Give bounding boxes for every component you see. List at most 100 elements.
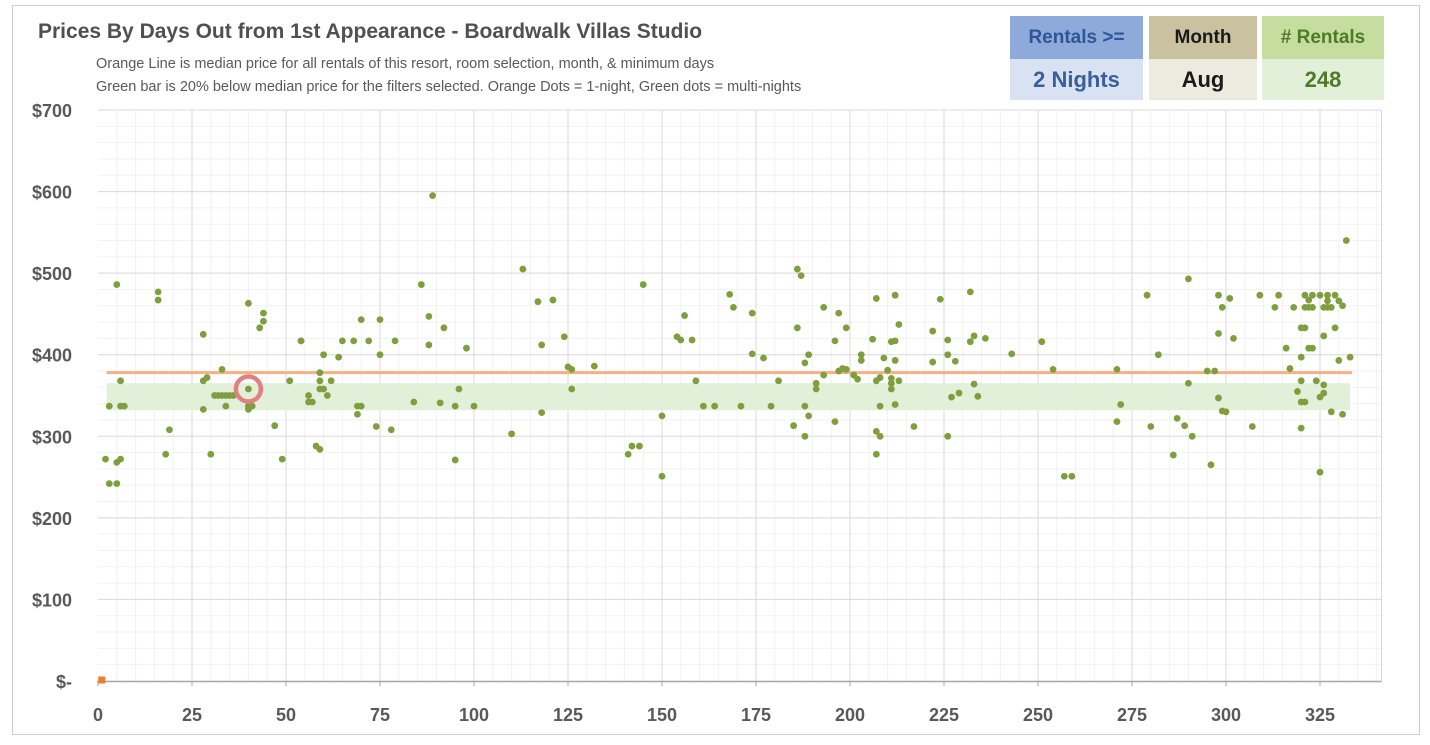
green-point — [376, 351, 384, 359]
green-point — [245, 299, 252, 307]
green-point — [1294, 388, 1301, 395]
x-tick-label: 75 — [370, 705, 390, 725]
green-point — [812, 379, 820, 387]
green-point — [797, 272, 805, 279]
green-point — [831, 337, 839, 345]
green-point — [1301, 398, 1309, 406]
green-point — [1218, 304, 1226, 311]
green-point — [316, 369, 324, 377]
green-point — [775, 377, 782, 385]
x-tick-label: 250 — [1023, 705, 1053, 725]
x-tick-label: 125 — [553, 705, 583, 725]
green-point — [730, 304, 737, 311]
month-filter-value[interactable]: Aug — [1149, 59, 1257, 100]
green-point — [681, 312, 688, 319]
green-point — [154, 296, 162, 304]
green-point — [1271, 304, 1279, 311]
green-point — [1286, 365, 1294, 372]
green-point — [316, 377, 324, 385]
green-point — [154, 288, 162, 296]
green-point — [1320, 381, 1328, 389]
green-point — [1215, 291, 1222, 299]
green-point — [357, 402, 365, 410]
green-point — [884, 366, 891, 374]
rentals-filter[interactable]: Rentals >= 2 Nights — [1010, 16, 1143, 100]
green-point — [538, 409, 546, 417]
x-tick-label: 150 — [647, 705, 677, 725]
green-point — [440, 324, 448, 332]
green-point — [1327, 304, 1335, 311]
x-tick-label: 325 — [1305, 705, 1335, 725]
green-point — [936, 295, 944, 303]
green-point — [835, 309, 843, 317]
green-point — [1297, 353, 1305, 361]
green-point — [451, 456, 459, 464]
green-point — [872, 295, 880, 302]
green-point — [692, 377, 700, 385]
x-tick-label: 275 — [1117, 705, 1147, 725]
x-tick-label: 225 — [929, 705, 959, 725]
green-point — [628, 442, 636, 450]
green-point — [1060, 472, 1068, 480]
green-point — [203, 374, 211, 381]
green-point — [316, 445, 324, 453]
green-point — [970, 332, 978, 340]
x-tick-label: 50 — [276, 705, 296, 725]
green-point — [1320, 389, 1328, 397]
green-point — [966, 288, 974, 296]
green-point — [748, 309, 756, 317]
green-point — [339, 337, 346, 345]
green-point — [1188, 432, 1196, 440]
green-point — [1305, 296, 1313, 304]
rental-count-label: # Rentals — [1262, 16, 1384, 59]
green-point — [812, 385, 820, 393]
green-point — [1147, 423, 1155, 430]
green-point — [323, 392, 331, 399]
rentals-filter-value[interactable]: 2 Nights — [1010, 59, 1143, 100]
green-point — [842, 365, 850, 373]
green-point — [372, 423, 380, 430]
green-point — [470, 402, 478, 410]
green-point — [790, 422, 797, 430]
green-point — [286, 377, 294, 385]
green-point — [365, 337, 373, 345]
month-filter-label: Month — [1149, 16, 1257, 59]
green-point — [354, 410, 361, 418]
month-filter[interactable]: Month Aug — [1149, 16, 1257, 100]
green-point — [737, 402, 745, 410]
green-point — [887, 374, 895, 382]
green-point — [944, 432, 952, 440]
green-point — [166, 426, 173, 434]
green-point — [1301, 324, 1309, 332]
green-point — [387, 426, 395, 434]
green-point — [1346, 353, 1354, 361]
green-point — [568, 365, 576, 373]
green-point — [1339, 302, 1346, 310]
major-grid — [98, 109, 1382, 681]
rental-count-value: 248 — [1262, 59, 1384, 100]
green-point — [793, 324, 801, 332]
green-point — [970, 380, 978, 388]
green-point — [820, 371, 828, 379]
green-point — [350, 337, 358, 345]
green-point — [436, 399, 444, 407]
green-point — [857, 357, 865, 364]
chart-subtitle-median: Orange Line is median price for all rent… — [96, 56, 715, 72]
data-points — [98, 192, 1354, 684]
green-point — [1181, 422, 1189, 430]
y-tick-label: $200 — [32, 509, 72, 529]
green-point — [872, 427, 880, 435]
green-point — [1275, 291, 1283, 299]
green-point — [944, 351, 952, 359]
green-point — [117, 377, 124, 385]
green-point — [688, 336, 696, 344]
green-point — [102, 455, 109, 463]
green-point — [748, 350, 756, 358]
green-point — [895, 377, 903, 385]
green-point — [162, 450, 170, 458]
green-point — [327, 377, 335, 385]
green-point — [981, 335, 989, 342]
green-point — [891, 401, 899, 408]
green-point — [1230, 335, 1237, 342]
